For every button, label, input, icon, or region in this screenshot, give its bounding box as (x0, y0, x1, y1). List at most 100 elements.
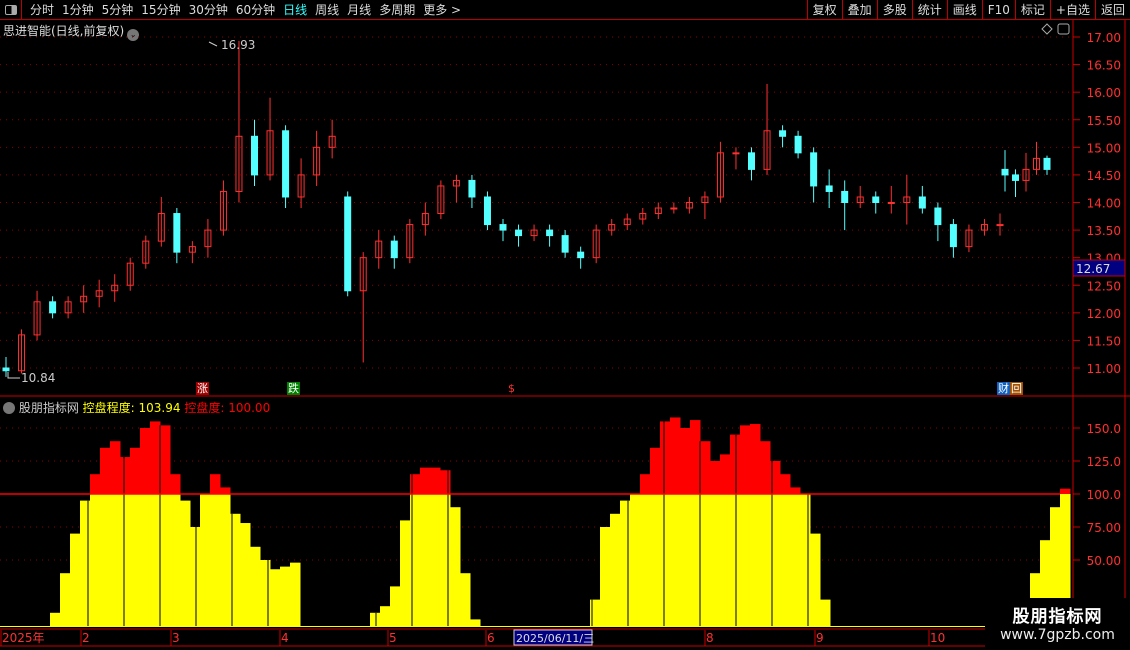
area-bar-below (400, 520, 411, 626)
area-bar-below (390, 586, 401, 626)
candle-body (918, 196, 926, 209)
area-bar-above (670, 417, 681, 494)
candle-body (980, 224, 988, 231)
indicator-tick-label: 125.0 (1087, 455, 1121, 469)
candle-body (173, 213, 181, 253)
candle-body (670, 207, 678, 210)
candle-body (623, 218, 631, 226)
candle-body (515, 229, 523, 237)
candle-body (328, 135, 336, 148)
candle-body (499, 224, 507, 231)
toolbar-button[interactable]: 标记 (1014, 0, 1050, 20)
toolbar-button[interactable]: 返回 (1094, 0, 1130, 20)
area-bar-above (130, 447, 141, 494)
indicator-value-1: 控盘程度: 103.94 (82, 401, 181, 415)
candle-body (530, 229, 538, 237)
event-marker[interactable]: 跌 (287, 382, 300, 395)
area-bar-below (710, 494, 721, 626)
area-bar-below (670, 494, 681, 626)
period-tab[interactable]: 60分钟 (235, 3, 276, 17)
area-bar-above (650, 447, 661, 494)
indicator-tick-label: 50.00 (1087, 554, 1121, 568)
candle-body (934, 207, 942, 226)
period-tab[interactable]: 1分钟 (62, 3, 94, 17)
candle-body (18, 334, 26, 372)
candle-body (266, 130, 274, 176)
area-bar-below (50, 612, 61, 626)
candle-body (608, 224, 616, 231)
area-bar-below (210, 494, 221, 626)
date-label: 8 (706, 631, 714, 645)
candle-body (421, 213, 429, 226)
candle-body (748, 152, 755, 170)
chevron-down-icon[interactable] (3, 402, 15, 414)
toolbar-button[interactable]: F10 (981, 0, 1015, 20)
date-label: 10 (930, 631, 945, 645)
period-tab[interactable]: 30分钟 (188, 3, 228, 17)
toolbar-button[interactable]: 多股 (876, 0, 912, 20)
event-marker[interactable]: 回 (1010, 382, 1023, 395)
period-tab[interactable]: 分时 (30, 3, 55, 17)
area-bar-below (190, 527, 201, 626)
price-tick-label: 17.00 (1087, 31, 1121, 45)
candle-body (111, 284, 119, 292)
candle-body (561, 235, 569, 253)
area-bar-above (790, 487, 801, 494)
period-tab[interactable]: 15分钟 (141, 3, 181, 17)
price-tick-label: 12.50 (1087, 279, 1121, 293)
candle-body (282, 130, 290, 198)
price-tick-label: 15.00 (1087, 141, 1121, 155)
event-marker[interactable]: $ (508, 382, 515, 395)
area-bar-below (110, 494, 121, 626)
area-bar-above (660, 421, 671, 494)
area-bar-below (640, 494, 651, 626)
area-bar-above (210, 474, 221, 494)
period-tab[interactable]: 日线 (283, 3, 308, 17)
event-marker[interactable]: 涨 (196, 382, 209, 395)
date-cursor-box (513, 629, 593, 646)
area-bar-below (590, 599, 601, 626)
candle-body (297, 174, 305, 198)
period-toolbar: 分时 1分钟 5分钟 15分钟 30分钟 60分钟 日线 周线 月线 多周期 更多 > 复权 叠加 多股… (0, 0, 1130, 20)
area-bar-below (60, 573, 71, 626)
toolbar-button[interactable]: 叠加 (841, 0, 877, 20)
area-bar-below (810, 533, 821, 626)
area-bar-below (600, 527, 611, 626)
area-bar-below (80, 500, 91, 626)
candle-body (437, 185, 445, 215)
candle-body (157, 213, 165, 242)
period-tab[interactable]: 多周期 (379, 3, 416, 17)
candle-body (965, 229, 973, 248)
toolbar-button[interactable]: +自选 (1049, 0, 1095, 20)
period-tab[interactable]: 更多 > (423, 3, 462, 17)
area-bar-below (660, 494, 671, 626)
candle-body (701, 196, 709, 204)
period-tab[interactable]: 5分钟 (101, 3, 134, 17)
area-bar-above (1060, 488, 1071, 494)
area-bar-below (90, 494, 101, 626)
area-bar-above (170, 474, 181, 494)
period-tab[interactable]: 周线 (315, 3, 340, 17)
area-bar-below (690, 494, 701, 626)
diamond-icon (1041, 23, 1053, 35)
chevron-down-icon[interactable]: ⌄ (127, 29, 140, 41)
price-tick-label: 11.00 (1087, 362, 1121, 376)
toolbar-button[interactable]: 复权 (806, 0, 842, 20)
area-bar-above (690, 420, 701, 494)
area-bar-above (740, 425, 751, 494)
area-bar-below (680, 494, 691, 626)
area-bar-below (180, 500, 191, 626)
candle-body (1022, 168, 1030, 181)
candle-body (779, 130, 787, 137)
toolbar-button[interactable]: 画线 (946, 0, 982, 20)
candle-body (887, 202, 895, 204)
toolbar-button[interactable]: 统计 (911, 0, 947, 20)
event-marker[interactable]: 财 (997, 382, 1010, 395)
layout-toggle-button[interactable] (0, 0, 22, 20)
date-label: 2025年 (2, 631, 45, 645)
indicator-tick-label: 150.0 (1087, 422, 1121, 436)
candle-body (142, 240, 150, 264)
area-bar-above (140, 428, 151, 494)
period-tab[interactable]: 月线 (347, 3, 372, 17)
